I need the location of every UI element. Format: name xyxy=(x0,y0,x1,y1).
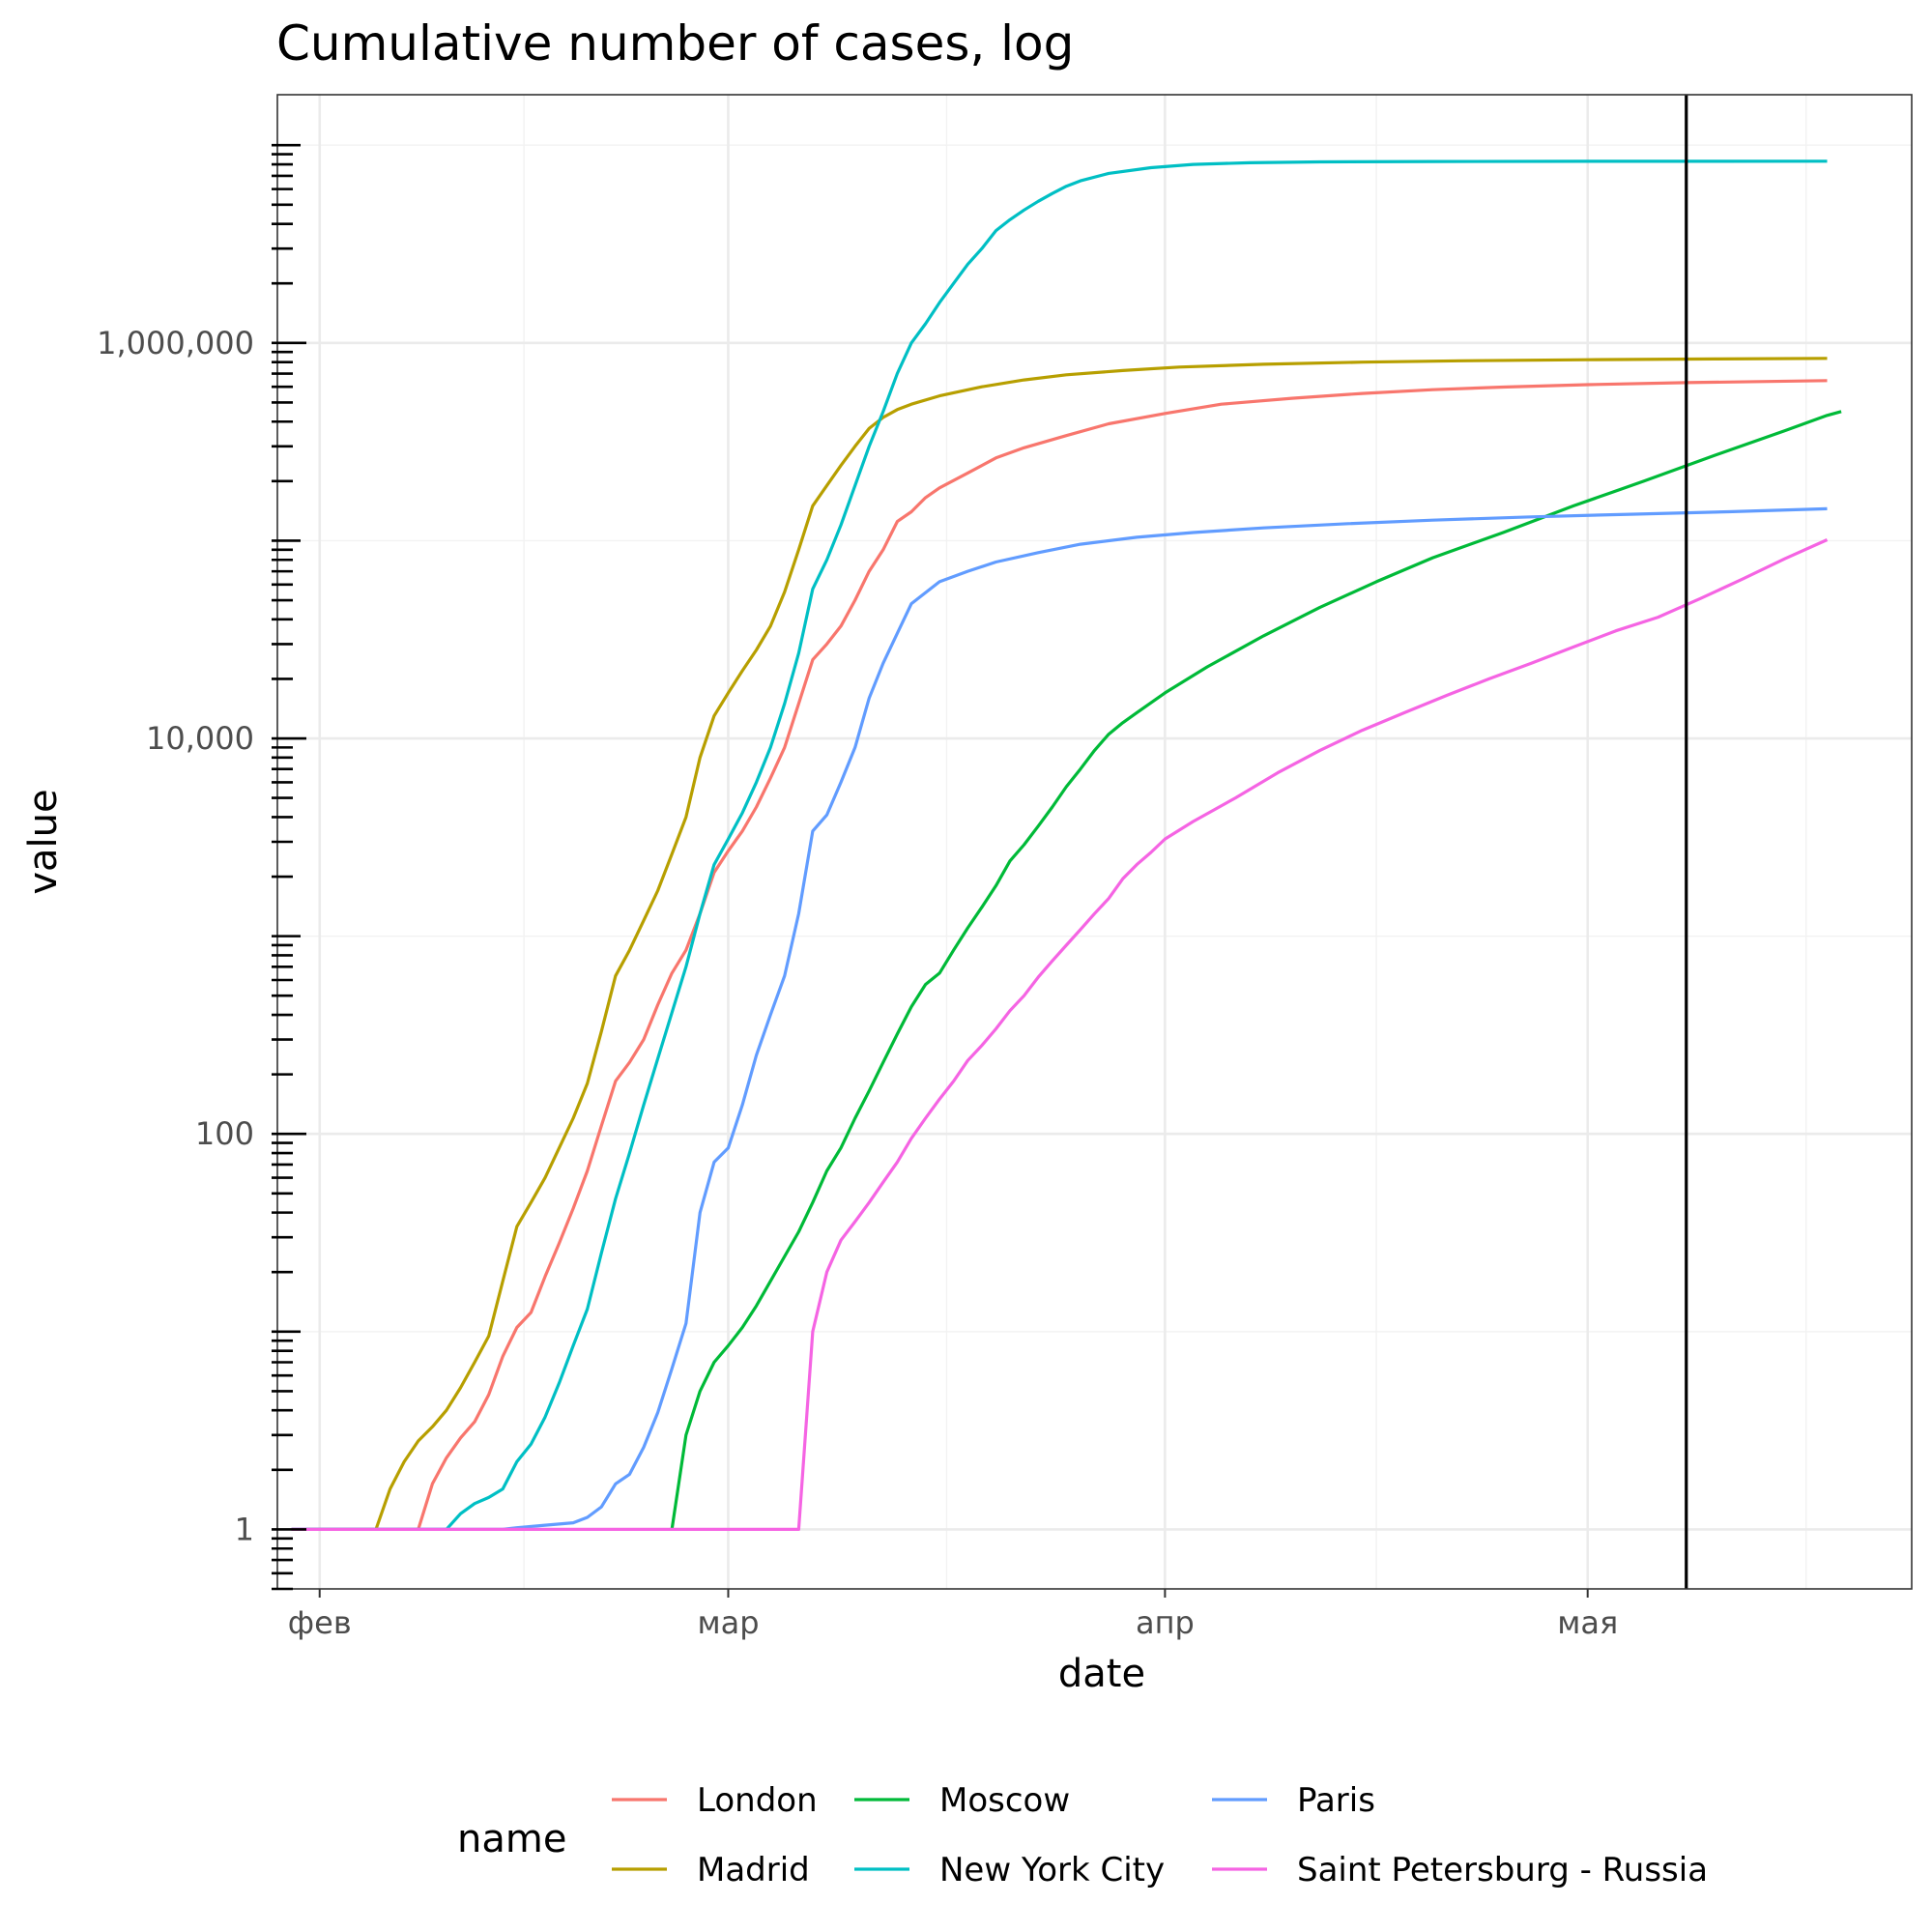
legend: name London Madrid Moscow New York City Pari… xyxy=(457,1781,1708,1889)
series-line-paris xyxy=(291,506,1828,1531)
y-axis: 1 100 10,000 1,000,000 xyxy=(97,143,306,1591)
y-tick-label: 10,000 xyxy=(146,720,254,757)
legend-label: London xyxy=(697,1781,818,1820)
x-tick-label: мая xyxy=(1557,1604,1618,1641)
y-tick-label: 1 xyxy=(235,1511,254,1547)
series-line-london xyxy=(291,379,1828,1531)
series-layer xyxy=(291,159,1842,1531)
x-tick-label: фев xyxy=(288,1604,352,1641)
x-tick-label: мар xyxy=(697,1604,759,1641)
series-line-moscow xyxy=(670,410,1842,1530)
chart-title: Cumulative number of cases, log xyxy=(276,15,1074,72)
plot-panel-background xyxy=(277,95,1912,1589)
y-tick-label: 100 xyxy=(195,1115,254,1152)
legend-label: Moscow xyxy=(939,1781,1070,1820)
legend-label: Madrid xyxy=(697,1851,810,1889)
series-line-saint-petersburg-russia xyxy=(291,538,1829,1531)
y-tick-label: 1,000,000 xyxy=(97,325,254,361)
series-line-new-york-city xyxy=(291,159,1828,1531)
legend-label: Paris xyxy=(1297,1781,1375,1820)
x-tick-label: апр xyxy=(1136,1604,1195,1641)
series-line-madrid xyxy=(291,357,1828,1531)
x-axis-title: date xyxy=(1058,1652,1145,1696)
legend-label: Saint Petersburg - Russia xyxy=(1297,1851,1708,1889)
legend-title: name xyxy=(457,1817,566,1861)
x-axis: фев мар апр мая xyxy=(288,1589,1618,1641)
legend-label: New York City xyxy=(939,1851,1165,1889)
y-axis-title: value xyxy=(21,789,66,894)
